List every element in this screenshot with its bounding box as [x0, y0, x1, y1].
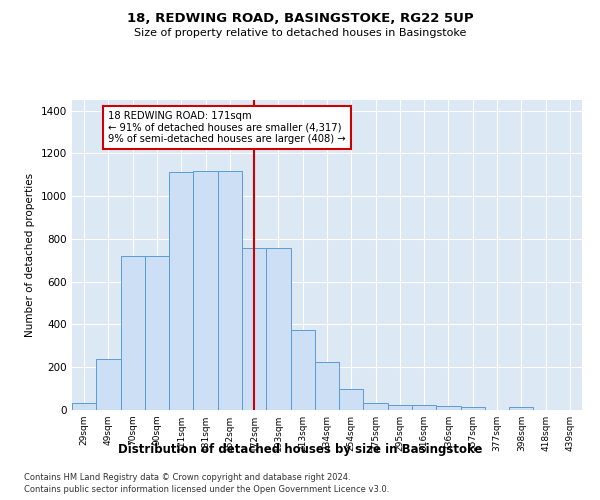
Y-axis label: Number of detached properties: Number of detached properties [25, 173, 35, 337]
Bar [412, 406, 436, 410]
Bar [169, 172, 193, 410]
Bar [218, 170, 242, 410]
Bar [315, 362, 339, 410]
Bar [72, 402, 96, 410]
Text: Contains public sector information licensed under the Open Government Licence v3: Contains public sector information licen… [24, 485, 389, 494]
Text: Distribution of detached houses by size in Basingstoke: Distribution of detached houses by size … [118, 442, 482, 456]
Bar [121, 256, 145, 410]
Text: 18, REDWING ROAD, BASINGSTOKE, RG22 5UP: 18, REDWING ROAD, BASINGSTOKE, RG22 5UP [127, 12, 473, 26]
Bar [509, 407, 533, 410]
Bar [364, 402, 388, 410]
Bar [290, 330, 315, 410]
Bar [193, 170, 218, 410]
Bar [145, 256, 169, 410]
Bar [339, 388, 364, 410]
Bar [96, 358, 121, 410]
Bar [242, 248, 266, 410]
Bar [388, 404, 412, 410]
Text: Size of property relative to detached houses in Basingstoke: Size of property relative to detached ho… [134, 28, 466, 38]
Bar [461, 407, 485, 410]
Text: 18 REDWING ROAD: 171sqm
← 91% of detached houses are smaller (4,317)
9% of semi-: 18 REDWING ROAD: 171sqm ← 91% of detache… [109, 110, 346, 144]
Bar [436, 406, 461, 410]
Bar [266, 248, 290, 410]
Text: Contains HM Land Registry data © Crown copyright and database right 2024.: Contains HM Land Registry data © Crown c… [24, 472, 350, 482]
